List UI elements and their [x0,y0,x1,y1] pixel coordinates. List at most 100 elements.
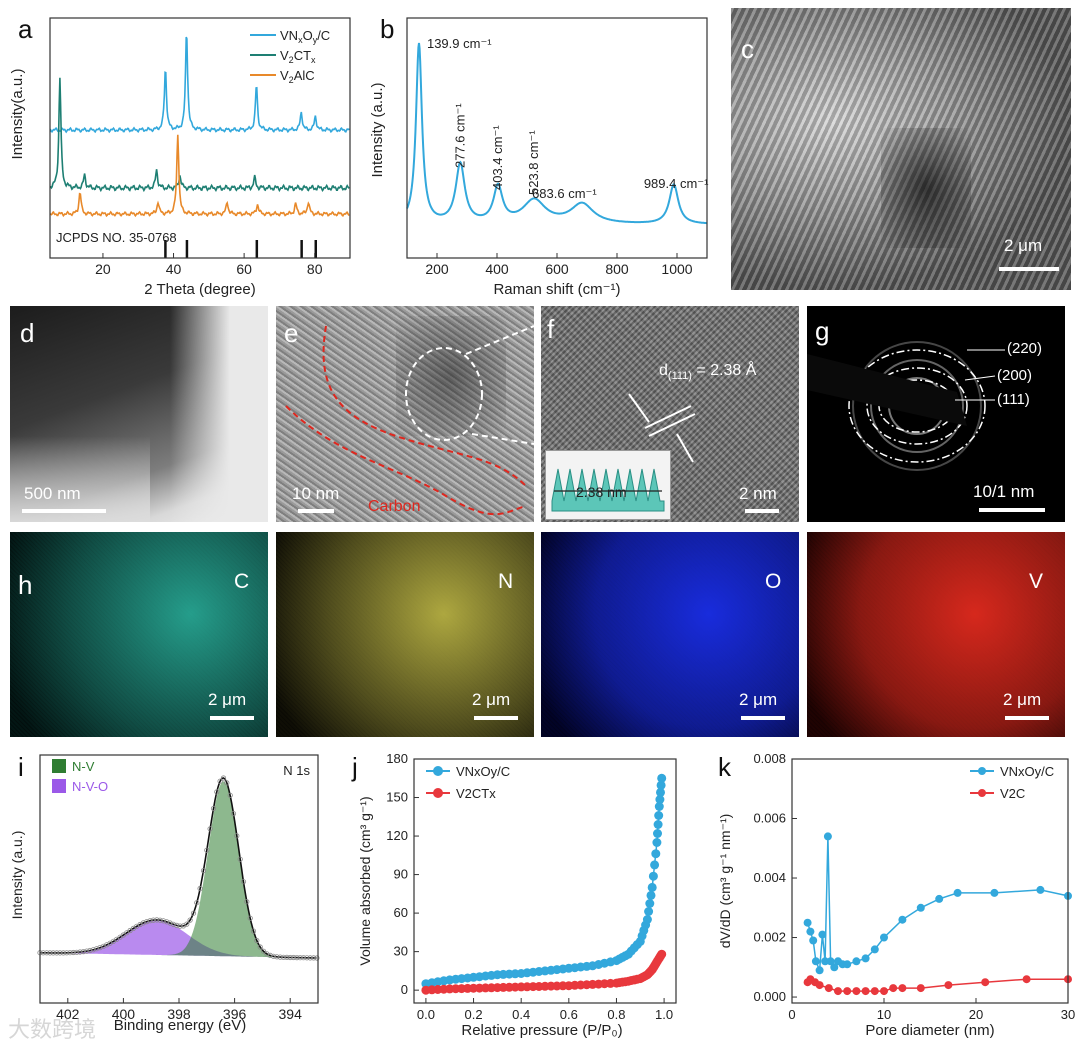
pore-ytick-label-1: 0.002 [753,930,786,945]
saed-image: g (220) (200) (111) 10/1 nm [807,306,1065,522]
bet-chart: 0.0 0.2 0.4 0.6 0.8 1.0 0 30 60 90 120 150 180 Volum… [357,751,677,1039]
pore-point [1022,975,1031,984]
raman-xtick-label-4: 1000 [661,261,692,277]
xps-raw-point [90,947,97,953]
pore-xlabel: Pore diameter (nm) [865,1022,994,1039]
pore-point [898,915,907,924]
xps-raw-point [270,953,277,959]
pore-point [852,957,861,966]
ring-label-111: (111) [997,391,1030,408]
bet-point [648,871,658,881]
bet-point [657,949,667,959]
legend-swatch-nvo [52,779,66,793]
xrd-xtick-label-0: 20 [95,261,111,277]
pore-point [870,987,879,996]
xps-raw-point [194,900,200,906]
raman-chart: 200 400 600 800 1000 Intensity (a.u.) Raman … [369,17,709,298]
xps-raw-point [287,954,293,961]
raman-xtick-label-1: 400 [485,261,509,277]
pore-point [898,984,907,993]
xps-raw-point [167,920,173,926]
pore-point [861,987,870,996]
legend-label-nv: N-V [72,759,95,774]
xrd-xtick-label-1: 40 [166,261,182,277]
raman-peak-label-1: 277.6 cm⁻¹ [452,103,467,168]
bet-point [642,915,652,924]
scale-bar-h-c [210,716,254,720]
xrd-xtick-label-2: 60 [236,261,252,277]
xps-raw-point [290,954,297,961]
xps-raw-point [97,945,103,951]
pore-xtick-label-0: 0 [788,1007,795,1022]
xps-raw-point [44,950,50,956]
bet-ytick-label-3: 90 [394,867,408,882]
pore-point [815,981,824,990]
eds-element-v: V [1029,570,1044,593]
xrd-series-1 [49,77,350,193]
xps-xtick-label-4: 394 [279,1006,303,1022]
xps-raw-point [77,949,83,955]
bet-point [646,890,656,900]
bet-axes-frame [413,758,677,1004]
carbon-boundary-upper [322,325,527,487]
eds-element-c: C [234,570,250,593]
xps-raw-point [234,833,240,839]
xps-raw-point [254,937,260,944]
xps-xtick-label-3: 396 [223,1006,247,1022]
bet-point [653,820,663,829]
pore-point [981,978,990,987]
saed-overlays [807,341,1005,471]
eds-map-c: h C 2 μm [10,532,268,737]
panel-label-i: i [18,752,24,782]
pore-point [916,903,925,912]
jcpds-label: JCPDS NO. 35-0768 [56,230,177,245]
pore-point [818,930,827,939]
xps-chart: 402 400 398 396 394 Intensity (a.u.) Binding… [9,754,320,1034]
bet-point [653,829,662,838]
xps-raw-point [214,789,220,795]
xrd-series-2 [49,134,350,218]
pore-point [843,987,852,996]
pore-point [870,945,879,954]
raman-peak-label-0: 139.9 cm⁻¹ [427,36,492,51]
scale-bar-f [745,509,779,513]
xps-xtick-label-0: 402 [56,1006,80,1022]
xps-raw-point [220,775,227,781]
pore-point [880,987,888,996]
pore-point [834,987,842,996]
pore-xtick-label-3: 30 [1061,1007,1075,1022]
pore-point [852,987,861,996]
raman-xlabel: Raman shift (cm⁻¹) [493,281,620,298]
pore-ytick-label-2: 0.004 [753,870,786,885]
hrtem-image-f: f d(111) = 2.38 Å 2.38 nm 2 nm [541,306,799,522]
bet-xtick-label-2: 0.4 [512,1007,530,1022]
pore-legend-label-v2c: V2C [1000,786,1025,801]
bet-point [654,811,664,820]
pore-ylabel: dV/dD (cm³ g⁻¹ nm⁻¹) [717,814,733,949]
xrd-legend: VNxOy/C V2CTx V2AlC [250,28,330,85]
scale-bar-h-v [1005,716,1049,720]
bet-ytick-label-0: 0 [401,982,408,997]
panel-label-a: a [18,14,33,44]
eds-map-n: N 2 μm [276,532,534,737]
bet-xtick-label-5: 1.0 [655,1007,673,1022]
xps-raw-point [294,955,300,961]
scale-bar-d [22,509,106,513]
line-profile-inset: 2.38 nm [545,450,671,520]
carbon-boundary-lower [285,405,527,516]
panel-label-e: e [284,318,299,348]
pore-point [861,954,870,963]
xps-title: N 1s [283,763,310,778]
ring-label-200: (200) [997,367,1033,384]
bet-xtick-label-3: 0.6 [560,1007,578,1022]
xps-ylabel: Intensity (a.u.) [9,831,25,920]
eds-element-o: O [765,570,782,593]
pore-point [935,894,944,903]
xps-xtick-label-1: 400 [112,1006,136,1022]
scale-text-d: 500 nm [24,484,81,503]
bet-ytick-label-1: 30 [394,944,408,959]
bet-legend-label-v2ctx: V2CTx [456,786,496,801]
bet-ytick-label-6: 180 [386,751,408,766]
pore-ytick-label-0: 0.000 [753,989,786,1004]
bet-ytick-label-5: 150 [386,790,408,805]
